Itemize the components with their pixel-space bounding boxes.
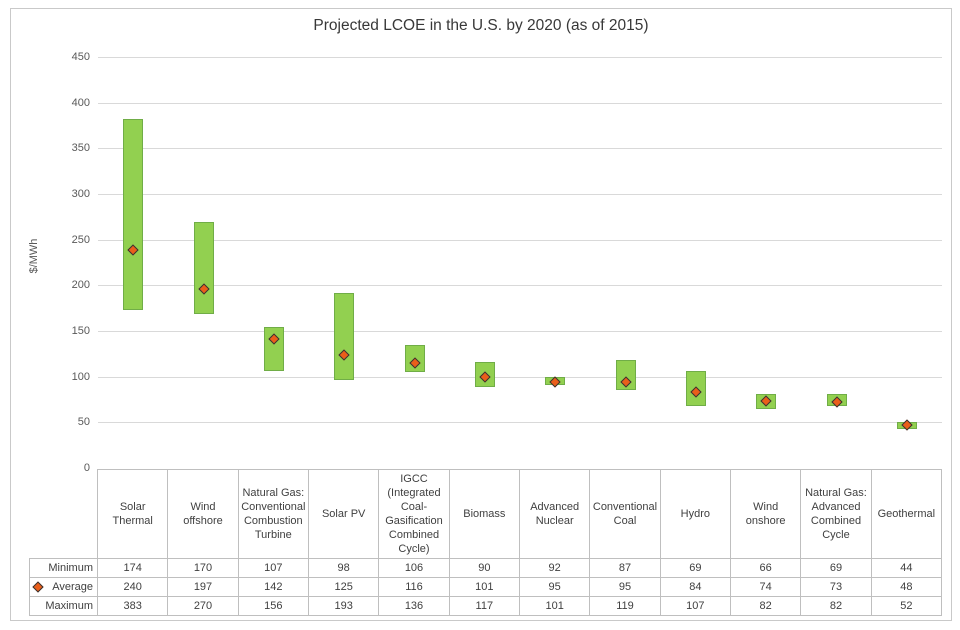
value-cell: 107	[238, 559, 309, 578]
category-header-cell: Solar Thermal	[98, 469, 169, 559]
gridline	[98, 239, 942, 241]
value-cell: 101	[520, 597, 591, 616]
category-header-cell: Natural Gas: Conventional Combustion Tur…	[238, 469, 309, 559]
value-cell: 193	[309, 597, 380, 616]
category-header-cell: Wind offshore	[168, 469, 239, 559]
chart-frame: Projected LCOE in the U.S. by 2020 (as o…	[10, 8, 952, 621]
y-tick-label: 250	[71, 233, 90, 246]
gridline	[98, 193, 942, 195]
value-cell: 82	[731, 597, 802, 616]
value-cell: 69	[660, 559, 731, 578]
gridline	[98, 148, 942, 150]
gridline	[98, 102, 942, 104]
value-cell: 136	[379, 597, 450, 616]
value-cell: 69	[801, 559, 872, 578]
plot-area: 0 50 100 150 200 250 300 350 400 450	[72, 51, 942, 474]
category-header-cell: Advanced Nuclear	[520, 469, 591, 559]
gridline	[98, 285, 942, 287]
y-tick-label: 150	[71, 324, 90, 337]
category-header-cell: Solar PV	[309, 469, 380, 559]
gridline	[98, 422, 942, 424]
category-header-cell: Wind onshore	[731, 469, 802, 559]
value-cell: 125	[309, 578, 380, 597]
value-cell: 142	[238, 578, 309, 597]
value-cell: 84	[660, 578, 731, 597]
range-bar	[334, 292, 355, 380]
data-table: Solar Thermal Wind offshore Natural Gas: C…	[29, 469, 942, 616]
y-tick-label: 300	[71, 187, 90, 200]
value-cell: 117	[449, 597, 520, 616]
value-cell: 240	[98, 578, 169, 597]
series-label: Average	[52, 581, 93, 593]
value-cell: 90	[449, 559, 520, 578]
gridline	[98, 376, 942, 378]
value-cell: 170	[168, 559, 239, 578]
value-cell: 66	[731, 559, 802, 578]
y-axis-title: $/MWh	[28, 238, 40, 274]
series-label-cell: Maximum	[29, 597, 98, 616]
value-cell: 107	[660, 597, 731, 616]
series-label: Maximum	[45, 600, 93, 612]
series-label: Minimum	[48, 562, 93, 574]
range-bar	[123, 119, 144, 311]
value-cell: 95	[590, 578, 661, 597]
value-cell: 95	[520, 578, 591, 597]
value-cell: 98	[309, 559, 380, 578]
range-bar	[193, 222, 214, 314]
value-cell: 87	[590, 559, 661, 578]
gridline	[98, 57, 942, 58]
y-tick-label: 200	[71, 279, 90, 292]
value-cell: 48	[871, 578, 942, 597]
value-cell: 270	[168, 597, 239, 616]
value-cell: 92	[520, 559, 591, 578]
legend-diamond-icon	[32, 581, 44, 593]
value-cell: 73	[801, 578, 872, 597]
value-cell: 197	[168, 578, 239, 597]
y-tick-label: 450	[71, 51, 90, 63]
value-cell: 44	[871, 559, 942, 578]
table-corner-cell	[29, 469, 98, 559]
value-cell: 74	[731, 578, 802, 597]
series-label-cell: Minimum	[29, 559, 98, 578]
category-header-cell: IGCC (Integrated Coal-Gasification Combi…	[379, 469, 450, 559]
y-tick-label: 50	[77, 416, 90, 429]
gridline	[98, 330, 942, 332]
y-tick-label: 100	[71, 370, 90, 383]
category-header-cell: Natural Gas: Advanced Combined Cycle	[801, 469, 872, 559]
category-header-cell: Geothermal	[871, 469, 942, 559]
value-cell: 101	[449, 578, 520, 597]
value-cell: 106	[379, 559, 450, 578]
value-cell: 156	[238, 597, 309, 616]
category-header-cell: Conventional Coal	[590, 469, 661, 559]
value-cell: 119	[590, 597, 661, 616]
value-cell: 82	[801, 597, 872, 616]
series-label-cell: Average	[29, 578, 98, 597]
value-cell: 116	[379, 578, 450, 597]
category-header-cell: Biomass	[449, 469, 520, 559]
y-tick-label: 350	[71, 142, 90, 155]
chart-title: Projected LCOE in the U.S. by 2020 (as o…	[313, 17, 649, 34]
value-cell: 52	[871, 597, 942, 616]
category-header-cell: Hydro	[660, 469, 731, 559]
y-tick-label: 400	[71, 96, 90, 109]
y-tick-label: 0	[83, 462, 90, 474]
value-cell: 383	[98, 597, 169, 616]
value-cell: 174	[98, 559, 169, 578]
